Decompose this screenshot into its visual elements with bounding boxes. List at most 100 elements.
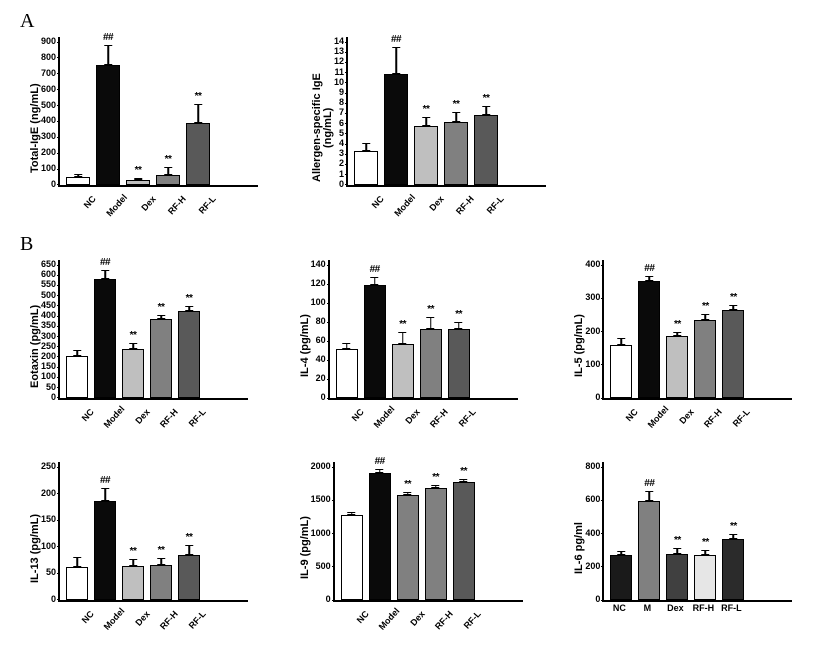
- bar: ##: [369, 462, 391, 600]
- y-tick: 600: [41, 85, 56, 94]
- bar: [336, 260, 358, 398]
- y-tick: 400: [585, 260, 600, 269]
- ylabel: IL-6 pg/ml: [572, 478, 585, 618]
- y-tick: 400: [585, 529, 600, 538]
- y-tick: 50: [46, 383, 56, 392]
- x-tick-label: RF-H: [692, 604, 714, 618]
- y-tick: 2: [339, 159, 344, 168]
- error-bar: [137, 178, 139, 180]
- y-tick: 3: [339, 149, 344, 158]
- error-bar: [463, 479, 465, 482]
- plot-area: ##******: [58, 260, 248, 400]
- bar-rect: [66, 177, 90, 185]
- x-axis: NCModelDexRF-HRF-L: [328, 402, 530, 432]
- y-axis: 4003002001000: [585, 260, 602, 402]
- error-bar: [374, 277, 376, 285]
- error-bar: [733, 534, 735, 538]
- bar-rect: [638, 501, 660, 600]
- x-tick-label: RF-L: [483, 195, 521, 233]
- y-tick: 100: [41, 164, 56, 173]
- y-tick: 100: [585, 360, 600, 369]
- y-axis: 650600550500450400350300250200150100500: [41, 260, 58, 402]
- bar-rect: [384, 74, 408, 185]
- x-axis: NCMDexRF-HRF-L: [602, 604, 804, 618]
- bar-rect: [341, 515, 363, 600]
- bar: **: [150, 462, 172, 600]
- y-tick: 1500: [311, 495, 331, 504]
- error-bar: [132, 559, 134, 566]
- y-tick: 650: [41, 260, 56, 269]
- y-tick: 600: [585, 495, 600, 504]
- bar: **: [722, 260, 744, 398]
- significance-marker: **: [455, 310, 462, 320]
- plot-area: ##******: [346, 37, 546, 187]
- y-tick: 0: [595, 393, 600, 402]
- plot-area: ##******: [58, 462, 248, 602]
- error-bar: [351, 512, 353, 515]
- significance-marker: **: [432, 473, 439, 483]
- y-tick: 200: [41, 148, 56, 157]
- y-tick: 900: [41, 37, 56, 46]
- bar: [341, 462, 363, 600]
- bar-rect: [448, 329, 470, 398]
- error-bar: [705, 314, 707, 320]
- x-tick-label: RF-L: [461, 610, 498, 646]
- bar-rect: [369, 473, 391, 600]
- x-tick-label: RF-L: [186, 408, 223, 444]
- y-tick: 500: [41, 291, 56, 300]
- y-tick: 100: [311, 298, 326, 307]
- y-tick: 0: [51, 180, 56, 189]
- ylabel: Allergen-specific IgE (ng/mL): [310, 53, 334, 203]
- bar: [610, 260, 632, 398]
- error-bar: [76, 350, 78, 355]
- chart-il6: IL-6 pg/ml8006004002000##******NCMDexRF-…: [572, 462, 806, 634]
- bar: [66, 462, 88, 600]
- x-tick-label: M: [636, 604, 658, 618]
- significance-marker: **: [399, 320, 406, 330]
- y-tick: 0: [51, 393, 56, 402]
- y-tick: 2000: [311, 462, 331, 471]
- bar-rect: [425, 488, 447, 600]
- y-tick: 600: [41, 270, 56, 279]
- error-bar: [365, 143, 367, 151]
- panel-label-A: A: [20, 10, 806, 33]
- chart-eotaxin: Eotaxin (pg/mL)6506005505004504003503002…: [28, 260, 262, 432]
- y-tick: 350: [41, 321, 56, 330]
- x-tick-label: RF-L: [720, 604, 742, 618]
- error-bar: [167, 167, 169, 175]
- panel-label-B: B: [20, 233, 806, 256]
- significance-marker: **: [674, 320, 681, 330]
- y-tick: 14: [334, 37, 344, 46]
- bar: **: [694, 260, 716, 398]
- error-bar: [733, 305, 735, 310]
- y-tick: 13: [334, 47, 344, 56]
- plot-area: ## ** ** **: [333, 462, 523, 602]
- significance-marker: **: [674, 536, 681, 546]
- bar: [354, 37, 378, 185]
- bar: **: [453, 462, 475, 600]
- y-tick: 5: [339, 129, 344, 138]
- bar: **: [448, 260, 470, 398]
- error-bar: [677, 332, 679, 336]
- significance-marker: **: [158, 303, 165, 313]
- significance-marker: **: [427, 305, 434, 315]
- bar-rect: [178, 555, 200, 600]
- significance-marker: **: [404, 480, 411, 490]
- x-tick-label: NC: [608, 604, 630, 618]
- error-bar: [188, 545, 190, 555]
- y-tick: 1: [339, 170, 344, 179]
- bar: **: [150, 260, 172, 398]
- y-tick: 9: [339, 88, 344, 97]
- significance-marker: **: [423, 105, 430, 115]
- y-tick: 400: [41, 311, 56, 320]
- y-axis: 14131211109876543210: [334, 37, 346, 189]
- y-tick: 4: [339, 139, 344, 148]
- y-tick: 200: [41, 489, 56, 498]
- bar: ##: [638, 260, 660, 398]
- bar: **: [122, 462, 144, 600]
- bar: ##: [94, 260, 116, 398]
- bar: **: [425, 462, 447, 600]
- significance-marker: **: [730, 522, 737, 532]
- ylabel: IL-9 (pg/mL): [298, 478, 311, 618]
- y-tick: 250: [41, 342, 56, 351]
